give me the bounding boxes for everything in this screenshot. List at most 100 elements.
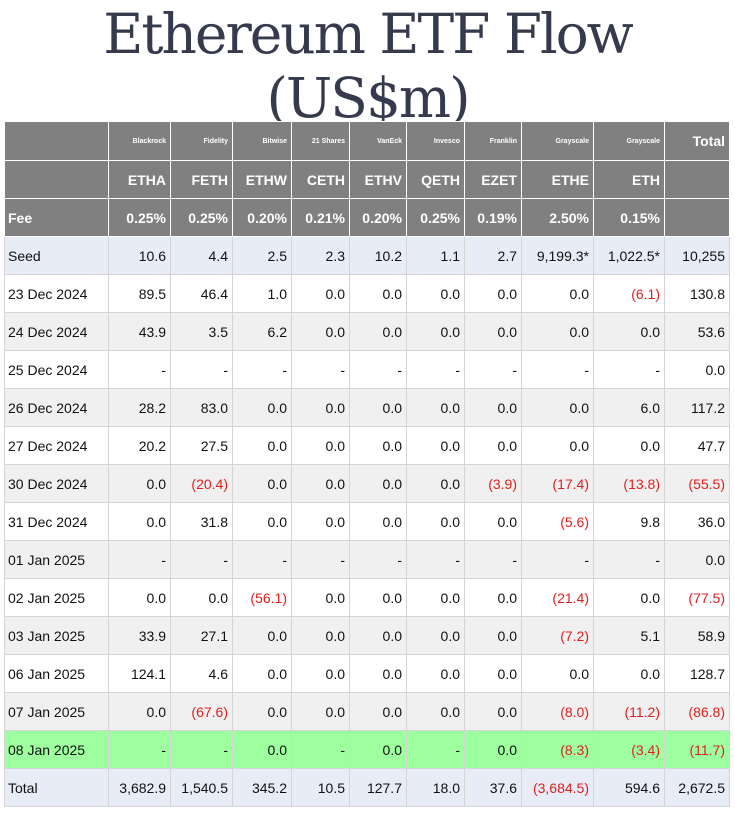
flow-cell: (5.6) bbox=[521, 502, 594, 541]
flow-cell: 0.0 bbox=[406, 388, 465, 427]
row-label: 23 Dec 2024 bbox=[4, 274, 109, 313]
flow-cell: 128.7 bbox=[664, 654, 730, 693]
flow-cell: (21.4) bbox=[521, 578, 594, 617]
flow-cell: 0.0 bbox=[349, 426, 407, 465]
row-label: 25 Dec 2024 bbox=[4, 350, 109, 389]
flow-cell: 0.0 bbox=[291, 312, 350, 351]
table-row: 03 Jan 2025 33.9 27.1 0.0 0.0 0.0 0.0 0.0 (7.2) 5… bbox=[4, 616, 730, 655]
flow-cell: 37.6 bbox=[464, 768, 522, 807]
flow-cell: - bbox=[406, 540, 465, 579]
fee-header-cell: 0.20% bbox=[349, 198, 407, 237]
flow-cell: - bbox=[464, 350, 522, 389]
flow-cell: 0.0 bbox=[232, 502, 292, 541]
flow-cell: - bbox=[521, 350, 594, 389]
flow-cell: - bbox=[521, 540, 594, 579]
flow-cell: - bbox=[464, 540, 522, 579]
flow-cell: 28.2 bbox=[108, 388, 171, 427]
flow-cell: (11.7) bbox=[664, 730, 730, 769]
etf-flow-table: Blackrock Fidelity Bitwise 21 Shares VanEck I… bbox=[4, 121, 730, 807]
flow-cell: 10.6 bbox=[108, 236, 171, 275]
flow-cell: 0.0 bbox=[232, 464, 292, 503]
flow-cell: 0.0 bbox=[349, 502, 407, 541]
flow-cell: 0.0 bbox=[521, 388, 594, 427]
flow-cell: 0.0 bbox=[349, 274, 407, 313]
flow-cell: 3,682.9 bbox=[108, 768, 171, 807]
flow-cell: 58.9 bbox=[664, 616, 730, 655]
fee-header-cell: Fee bbox=[4, 198, 109, 237]
flow-cell: 0.0 bbox=[593, 654, 665, 693]
flow-cell: 124.1 bbox=[108, 654, 171, 693]
ticker-header-cell bbox=[664, 160, 730, 199]
row-label: 08 Jan 2025 bbox=[4, 730, 109, 769]
flow-cell: 127.7 bbox=[349, 768, 407, 807]
table-row: Seed 10.6 4.4 2.5 2.3 10.2 1.1 2.7 9,199.3* 1,022… bbox=[4, 236, 730, 275]
table-row: 08 Jan 2025- -0.0-0.0-0.0 (8.3) (3.4) (11.7) bbox=[4, 730, 730, 769]
flow-cell: 0.0 bbox=[232, 692, 292, 731]
flow-cell: - bbox=[406, 350, 465, 389]
flow-cell: - bbox=[593, 350, 665, 389]
ticker-header-cell: ETH bbox=[593, 160, 665, 199]
flow-cell: - bbox=[108, 540, 171, 579]
flow-cell: (11.2) bbox=[593, 692, 665, 731]
issuer-header-cell: Invesco bbox=[406, 121, 465, 161]
fee-header-cell bbox=[664, 198, 730, 237]
flow-cell: 594.6 bbox=[593, 768, 665, 807]
flow-cell: 0.0 bbox=[406, 274, 465, 313]
table-row: 30 Dec 2024 0.0 (20.4) 0.0 0.0 0.0 0.0 (3.9) (17… bbox=[4, 464, 730, 503]
fee-header-cell: 0.15% bbox=[593, 198, 665, 237]
issuer-header-cell: Total bbox=[664, 121, 730, 161]
flow-cell: - bbox=[170, 350, 233, 389]
ticker-header-cell: ETHA bbox=[108, 160, 171, 199]
ticker-header-cell: ETHE bbox=[521, 160, 594, 199]
flow-cell: 6.0 bbox=[593, 388, 665, 427]
fee-header-cell: 0.20% bbox=[232, 198, 292, 237]
flow-cell: 0.0 bbox=[291, 616, 350, 655]
flow-cell: 0.0 bbox=[291, 692, 350, 731]
issuer-header-cell: 21 Shares bbox=[291, 121, 350, 161]
flow-cell: 0.0 bbox=[232, 730, 292, 769]
flow-cell: - bbox=[232, 540, 292, 579]
flow-cell: (20.4) bbox=[170, 464, 233, 503]
flow-cell: 0.0 bbox=[464, 616, 522, 655]
flow-cell: 0.0 bbox=[406, 502, 465, 541]
table-row: 24 Dec 2024 43.9 3.5 6.2 0.0 0.0 0.0 0.0 0.0 0.0 5… bbox=[4, 312, 730, 351]
flow-cell: 0.0 bbox=[291, 388, 350, 427]
flow-cell: - bbox=[406, 730, 465, 769]
flow-cell: 0.0 bbox=[593, 312, 665, 351]
fee-header-row: Fee 0.25% 0.25% 0.20% 0.21% 0.20% 0.25% 0.19% 2.… bbox=[4, 198, 730, 237]
flow-cell: 33.9 bbox=[108, 616, 171, 655]
flow-cell: (3.9) bbox=[464, 464, 522, 503]
flow-cell: 46.4 bbox=[170, 274, 233, 313]
flow-cell: 0.0 bbox=[464, 730, 522, 769]
issuer-header-cell bbox=[4, 121, 109, 161]
flow-cell: 0.0 bbox=[232, 388, 292, 427]
flow-cell: (67.6) bbox=[170, 692, 233, 731]
table-row: 23 Dec 2024 89.5 46.4 1.0 0.0 0.0 0.0 0.0 0.0 (6.… bbox=[4, 274, 730, 313]
flow-cell: 0.0 bbox=[291, 274, 350, 313]
flow-cell: 0.0 bbox=[232, 654, 292, 693]
fee-header-cell: 0.25% bbox=[406, 198, 465, 237]
flow-cell: 2.3 bbox=[291, 236, 350, 275]
table-row: 07 Jan 2025 0.0 (67.6) 0.0 0.0 0.0 0.0 0.0 (8.0)… bbox=[4, 692, 730, 731]
row-label: 03 Jan 2025 bbox=[4, 616, 109, 655]
flow-cell: 2.7 bbox=[464, 236, 522, 275]
flow-cell: 9.8 bbox=[593, 502, 665, 541]
flow-cell: 1,022.5* bbox=[593, 236, 665, 275]
flow-cell: 0.0 bbox=[406, 692, 465, 731]
flow-cell: 0.0 bbox=[291, 426, 350, 465]
flow-cell: - bbox=[291, 540, 350, 579]
flow-cell: 130.8 bbox=[664, 274, 730, 313]
flow-cell: 2.5 bbox=[232, 236, 292, 275]
issuer-header-cell: Blackrock bbox=[108, 121, 171, 161]
flow-cell: 0.0 bbox=[232, 426, 292, 465]
row-label: Seed bbox=[4, 236, 109, 275]
fee-header-cell: 0.25% bbox=[170, 198, 233, 237]
flow-cell: - bbox=[170, 540, 233, 579]
flow-cell: 53.6 bbox=[664, 312, 730, 351]
flow-cell: 0.0 bbox=[593, 426, 665, 465]
issuer-header-cell: Grayscale bbox=[593, 121, 665, 161]
flow-cell: 20.2 bbox=[108, 426, 171, 465]
flow-cell: 0.0 bbox=[406, 578, 465, 617]
flow-cell: 0.0 bbox=[406, 616, 465, 655]
row-label: Total bbox=[4, 768, 109, 807]
